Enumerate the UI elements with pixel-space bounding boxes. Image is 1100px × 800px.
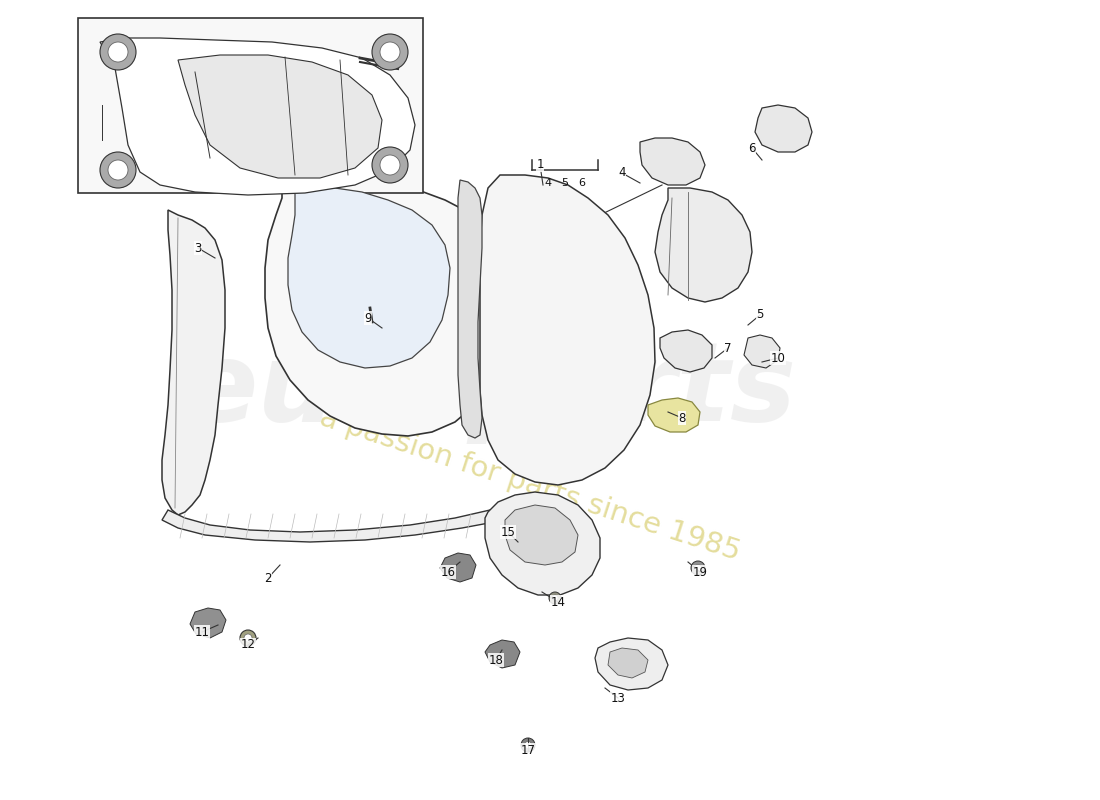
Text: europarts: europarts — [183, 337, 798, 443]
Polygon shape — [505, 505, 578, 565]
Polygon shape — [178, 55, 382, 178]
Circle shape — [694, 565, 702, 571]
Polygon shape — [162, 505, 520, 542]
Text: 6: 6 — [579, 178, 585, 188]
Polygon shape — [485, 640, 520, 668]
Text: 12: 12 — [241, 638, 255, 651]
Text: 15: 15 — [500, 526, 516, 538]
Text: 4: 4 — [544, 178, 551, 188]
Text: 14: 14 — [550, 595, 565, 609]
Polygon shape — [458, 180, 482, 438]
Circle shape — [379, 155, 400, 175]
Polygon shape — [162, 210, 226, 515]
Polygon shape — [608, 648, 648, 678]
Circle shape — [521, 738, 535, 752]
Polygon shape — [595, 638, 668, 690]
Text: 10: 10 — [771, 351, 785, 365]
Polygon shape — [744, 335, 780, 368]
Text: 13: 13 — [610, 691, 626, 705]
Polygon shape — [480, 175, 654, 485]
Text: 17: 17 — [520, 743, 536, 757]
Polygon shape — [640, 138, 705, 185]
Text: 3: 3 — [195, 242, 201, 254]
Circle shape — [549, 592, 561, 604]
Text: 16: 16 — [440, 566, 455, 578]
Circle shape — [100, 34, 136, 70]
Text: 5: 5 — [561, 178, 569, 188]
Circle shape — [379, 42, 400, 62]
Polygon shape — [440, 553, 476, 582]
Polygon shape — [265, 172, 508, 436]
Circle shape — [244, 634, 252, 642]
Circle shape — [108, 42, 128, 62]
Polygon shape — [190, 608, 226, 638]
Circle shape — [552, 595, 558, 601]
Text: 7: 7 — [724, 342, 732, 354]
Text: 4: 4 — [618, 166, 626, 179]
Circle shape — [100, 152, 136, 188]
Text: 2: 2 — [264, 571, 272, 585]
Text: 9: 9 — [364, 311, 372, 325]
Circle shape — [372, 34, 408, 70]
Polygon shape — [755, 105, 812, 152]
Polygon shape — [648, 398, 700, 432]
Text: 19: 19 — [693, 566, 707, 578]
Circle shape — [108, 160, 128, 180]
Polygon shape — [485, 492, 600, 595]
Circle shape — [691, 561, 705, 575]
Polygon shape — [288, 188, 450, 368]
Bar — [78, 18, 424, 193]
Polygon shape — [100, 38, 415, 195]
Text: 1: 1 — [537, 158, 543, 171]
Text: 6: 6 — [748, 142, 756, 154]
Text: 11: 11 — [195, 626, 209, 638]
Text: a passion for parts since 1985: a passion for parts since 1985 — [316, 403, 744, 566]
Circle shape — [372, 147, 408, 183]
Circle shape — [525, 742, 531, 749]
Text: 8: 8 — [679, 411, 685, 425]
Text: 5: 5 — [757, 309, 763, 322]
Circle shape — [240, 630, 256, 646]
Text: 18: 18 — [488, 654, 504, 666]
Polygon shape — [660, 330, 712, 372]
Polygon shape — [654, 188, 752, 302]
